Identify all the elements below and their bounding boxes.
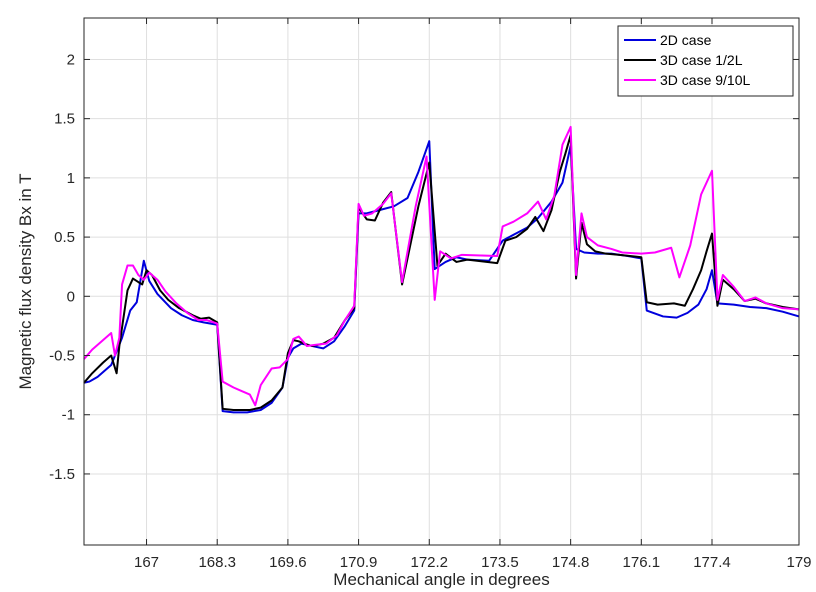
x-tick-label: 169.6 <box>269 554 307 571</box>
series-layer <box>83 125 800 414</box>
y-tick-label: 0 <box>67 288 75 305</box>
x-axis-label: Mechanical angle in degrees <box>333 570 549 589</box>
x-tick-label: 177.4 <box>693 554 731 571</box>
y-tick-label: 1 <box>67 170 75 187</box>
x-tick-label: 174.8 <box>552 554 590 571</box>
x-tick-label: 168.3 <box>198 554 236 571</box>
legend: 2D case 3D case 1/2L 3D case 9/10L <box>617 25 794 97</box>
y-axis-ticks: -1.5 -1 -0.5 0 0.5 1 1.5 2 <box>49 51 799 483</box>
y-tick-label: 2 <box>67 51 75 68</box>
legend-label: 3D case 9/10L <box>660 72 750 88</box>
y-tick-label: 1.5 <box>54 111 75 128</box>
x-tick-label: 173.5 <box>481 554 519 571</box>
y-axis-label: Magnetic flux density Bx in T <box>16 173 35 389</box>
grid-lines <box>84 18 800 545</box>
series-line-3 <box>83 125 800 407</box>
plot-background <box>84 18 799 545</box>
y-tick-label: -0.5 <box>49 348 75 365</box>
series-line-1 <box>83 140 800 414</box>
x-axis-ticks: 167 168.3 169.6 170.9 172.2 173.5 174.8 176.1 17… <box>134 18 812 571</box>
series-line-2 <box>83 134 800 411</box>
y-tick-label: -1 <box>62 407 75 424</box>
x-tick-label: 170.9 <box>340 554 378 571</box>
y-tick-label: -1.5 <box>49 466 75 483</box>
legend-label: 2D case <box>660 32 712 48</box>
x-tick-label: 167 <box>134 554 159 571</box>
x-tick-label: 179 <box>786 554 811 571</box>
x-tick-label: 176.1 <box>623 554 661 571</box>
legend-label: 3D case 1/2L <box>660 52 743 68</box>
x-tick-label: 172.2 <box>410 554 448 571</box>
y-tick-label: 0.5 <box>54 229 75 246</box>
plot-frame <box>83 17 800 546</box>
